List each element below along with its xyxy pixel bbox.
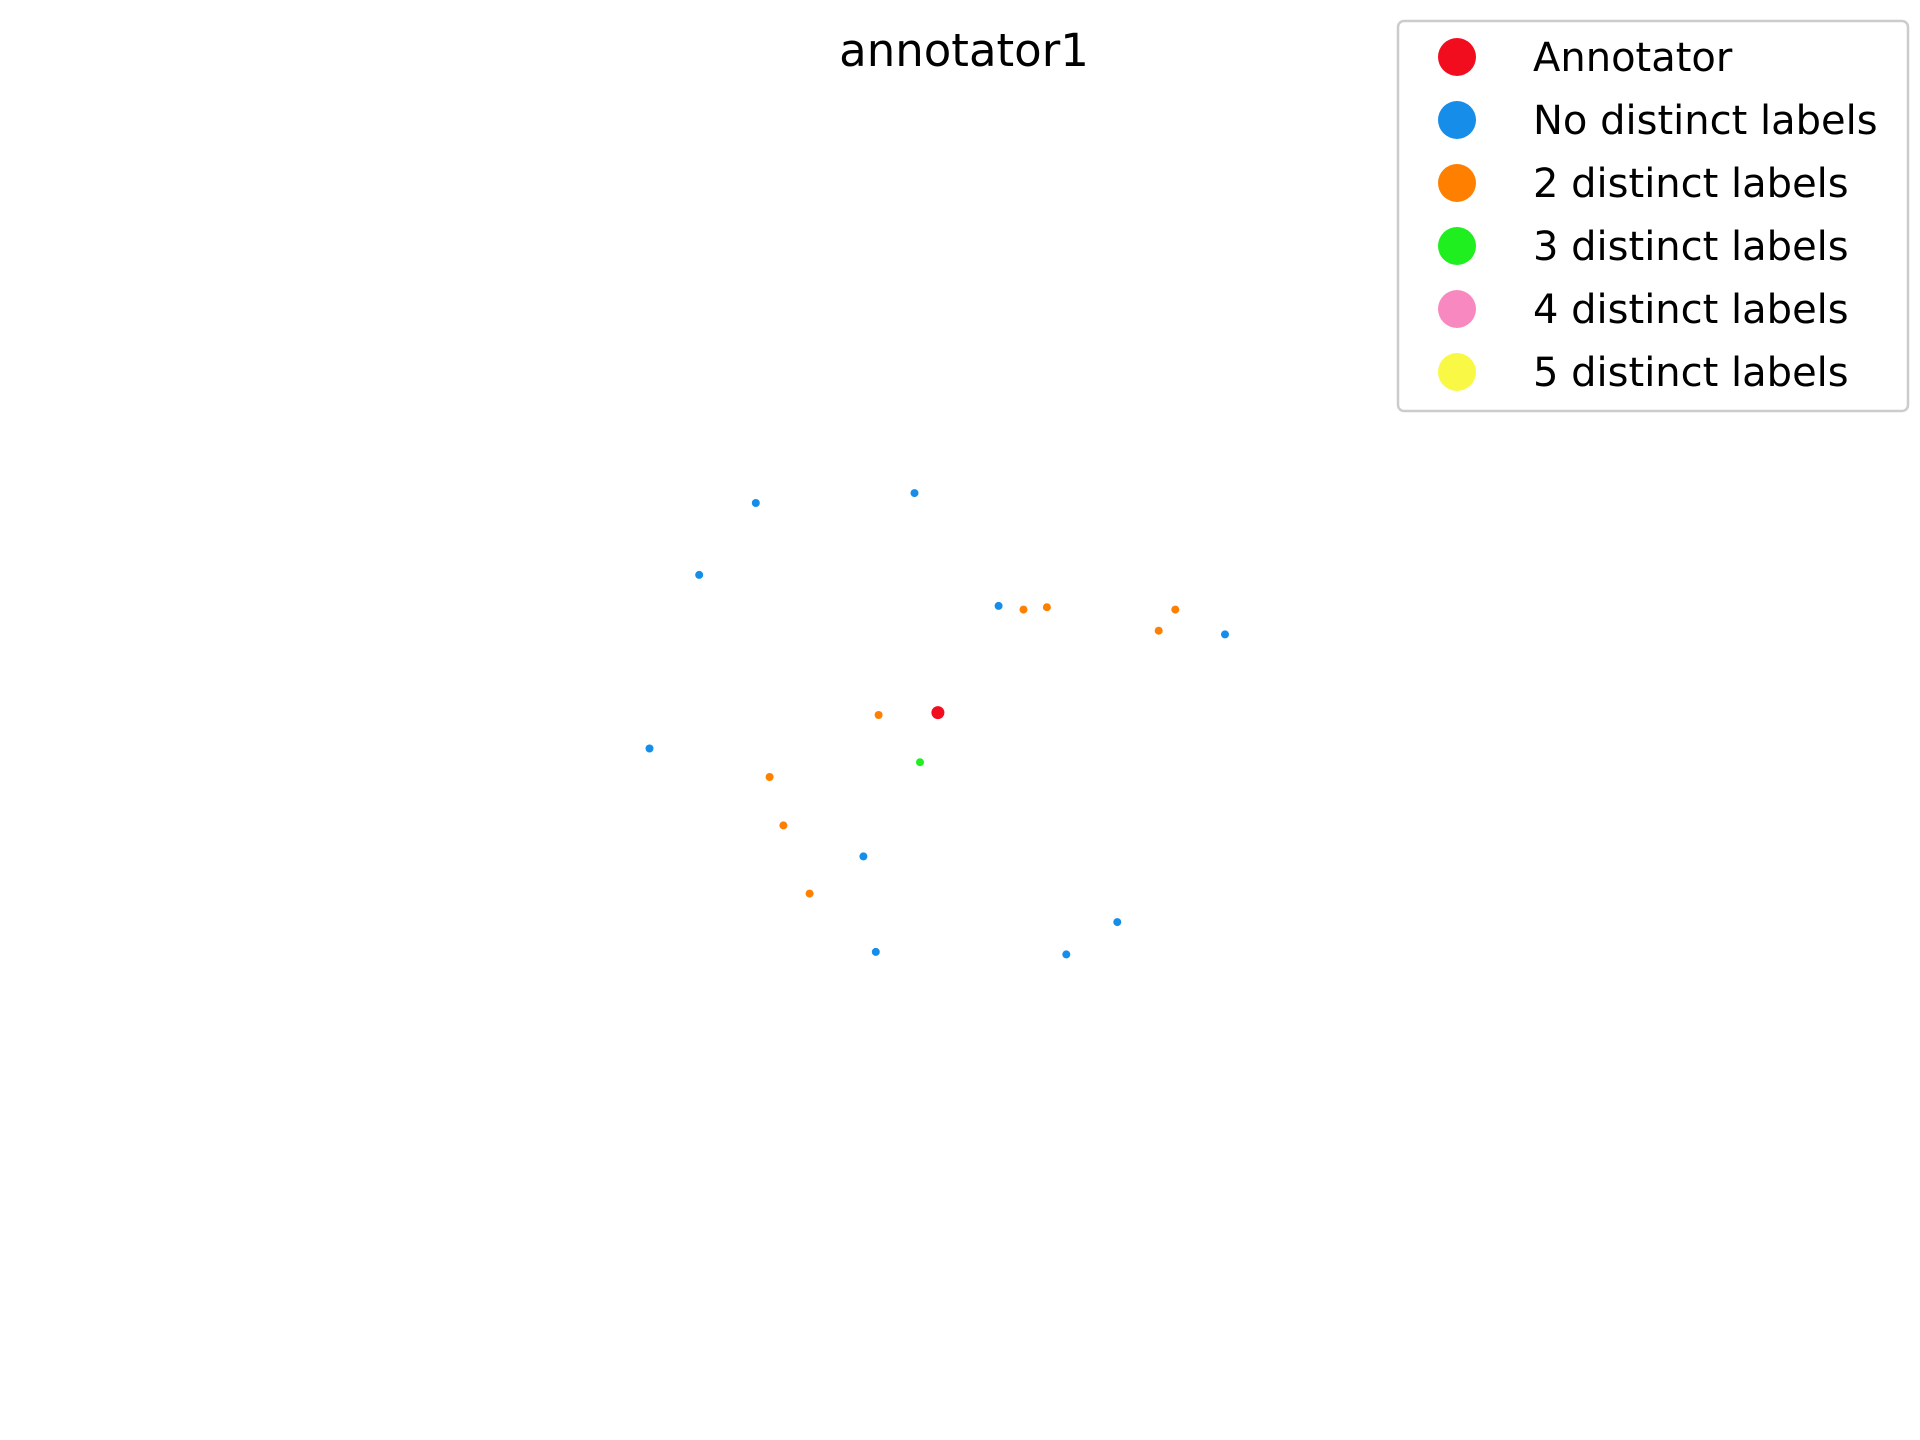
point-s1-0 xyxy=(751,499,760,507)
chart-title: annotator1 xyxy=(839,24,1089,77)
point-s0-0 xyxy=(931,706,945,720)
point-s3-0 xyxy=(916,758,924,767)
legend-item-0: Annotator xyxy=(1438,35,1733,81)
legend-label-0: Annotator xyxy=(1533,35,1733,81)
legend-marker-0 xyxy=(1438,38,1476,76)
legend-marker-5 xyxy=(1438,353,1476,391)
point-s2-7 xyxy=(805,889,814,898)
point-s2-1 xyxy=(1042,603,1051,612)
legend: Annotator No distinct labels 2 distinct la… xyxy=(1396,19,1910,413)
point-s1-6 xyxy=(859,852,868,861)
legend-item-1: No distinct labels xyxy=(1438,98,1878,144)
point-s1-5 xyxy=(645,744,654,753)
point-s2-3 xyxy=(1171,605,1180,614)
legend-label-5: 5 distinct labels xyxy=(1533,350,1849,396)
series-3 xyxy=(916,758,924,767)
legend-label-1: No distinct labels xyxy=(1533,98,1878,144)
point-s1-9 xyxy=(1062,950,1071,959)
legend-marker-4 xyxy=(1438,290,1476,328)
legend-marker-2 xyxy=(1438,164,1476,202)
point-s1-1 xyxy=(910,489,919,498)
legend-label-4: 4 distinct labels xyxy=(1533,287,1849,333)
legend-item-4: 4 distinct labels xyxy=(1438,287,1849,333)
point-s1-2 xyxy=(695,570,704,579)
point-s1-7 xyxy=(871,947,880,956)
point-s1-3 xyxy=(994,601,1003,610)
legend-item-2: 2 distinct labels xyxy=(1438,161,1849,207)
series-0 xyxy=(931,706,945,720)
legend-item-5: 5 distinct labels xyxy=(1438,350,1849,396)
plot-area xyxy=(645,489,1229,959)
series-1 xyxy=(645,489,1229,959)
legend-label-2: 2 distinct labels xyxy=(1533,161,1849,207)
point-s1-8 xyxy=(1113,918,1122,927)
legend-marker-3 xyxy=(1438,227,1476,265)
legend-item-3: 3 distinct labels xyxy=(1438,224,1849,270)
point-s2-2 xyxy=(1154,626,1163,635)
legend-label-3: 3 distinct labels xyxy=(1533,224,1849,270)
series-2 xyxy=(765,603,1180,898)
legend-frame xyxy=(1396,19,1910,413)
legend-entries: Annotator No distinct labels 2 distinct la… xyxy=(1438,35,1878,396)
point-s1-4 xyxy=(1221,630,1229,639)
point-s2-4 xyxy=(874,711,883,719)
point-s2-6 xyxy=(779,821,788,830)
legend-marker-1 xyxy=(1438,101,1476,139)
point-s2-5 xyxy=(765,773,774,781)
point-s2-0 xyxy=(1019,605,1028,614)
